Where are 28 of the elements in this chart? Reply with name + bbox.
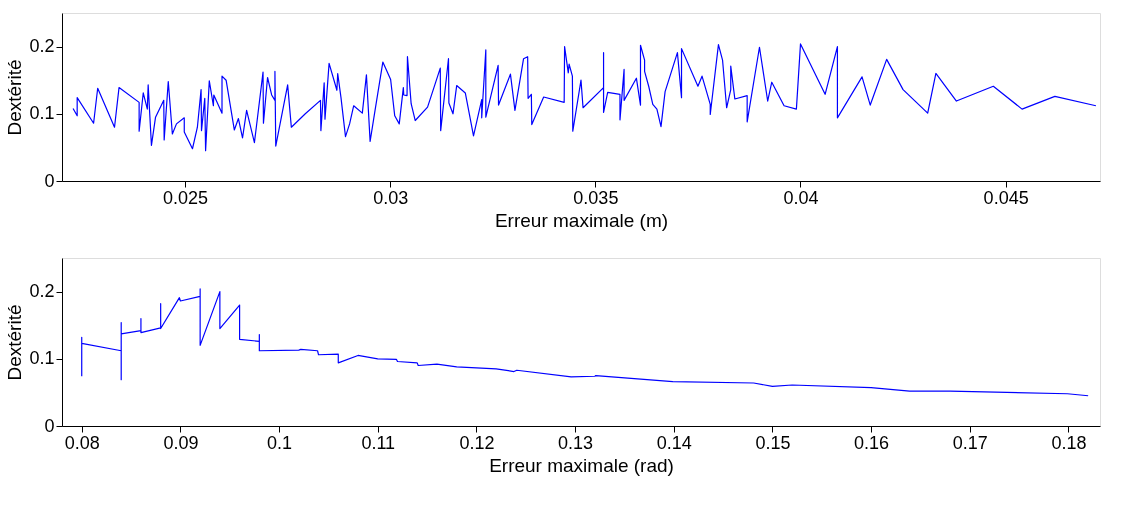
x-tick-label: 0.035 — [573, 187, 619, 208]
y-axis-title: Dextérité — [4, 304, 26, 381]
x-tick-label: 0.18 — [1051, 432, 1087, 453]
x-tick-label: 0.16 — [854, 432, 890, 453]
x-axis-title: Erreur maximale (rad) — [489, 454, 674, 476]
y-tick-label: 0.2 — [29, 281, 55, 302]
x-tick-label: 0.045 — [983, 187, 1029, 208]
x-tick-label: 0.17 — [952, 432, 988, 453]
y-tick-label: 0.1 — [29, 103, 55, 124]
line-series — [72, 43, 1097, 152]
x-tick-label: 0.04 — [783, 187, 819, 208]
y-tick-label: 0 — [44, 170, 55, 191]
line-series — [81, 288, 1089, 397]
y-tick-label: 0 — [44, 415, 55, 436]
y-tick-label: 0.1 — [29, 348, 55, 369]
x-axis-title: Erreur maximale (m) — [494, 209, 669, 231]
y-axis-title: Dextérité — [4, 59, 26, 136]
x-tick-label: 0.13 — [558, 432, 594, 453]
x-tick-label: 0.09 — [163, 432, 199, 453]
x-tick-label: 0.15 — [755, 432, 791, 453]
x-tick-label: 0.025 — [163, 187, 209, 208]
x-tick-label: 0.03 — [373, 187, 409, 208]
y-tick-label: 0.2 — [29, 36, 55, 57]
x-tick-label: 0.1 — [267, 432, 293, 453]
x-tick-label: 0.12 — [459, 432, 495, 453]
x-tick-label: 0.11 — [361, 432, 396, 453]
x-tick-label: 0.08 — [64, 432, 100, 453]
x-tick-label: 0.14 — [656, 432, 692, 453]
